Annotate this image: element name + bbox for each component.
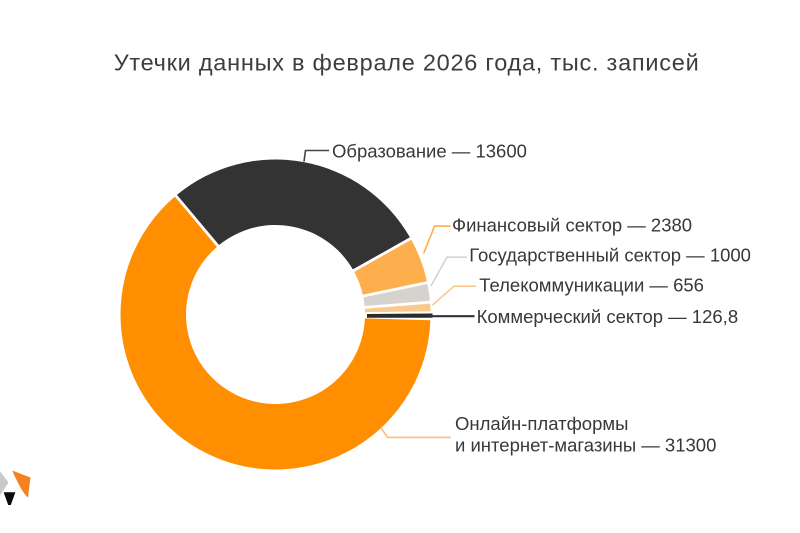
svg-text:и интернет-магазины — 31300: и интернет-магазины — 31300 <box>455 435 716 456</box>
svg-text:Онлайн-платформы: Онлайн-платформы <box>455 413 628 434</box>
svg-text:Образование — 13600: Образование — 13600 <box>332 141 527 162</box>
svg-text:Коммерческий сектор — 126,8: Коммерческий сектор — 126,8 <box>477 306 739 327</box>
svg-text:Финансовый сектор — 2380: Финансовый сектор — 2380 <box>452 215 692 236</box>
svg-text:Телекоммуникации — 656: Телекоммуникации — 656 <box>479 274 704 295</box>
svg-text:Государственный сектор — 1000: Государственный сектор — 1000 <box>469 244 751 265</box>
svg-text:Утечки данных в феврале 2026 г: Утечки данных в феврале 2026 года, тыс. … <box>114 50 700 76</box>
